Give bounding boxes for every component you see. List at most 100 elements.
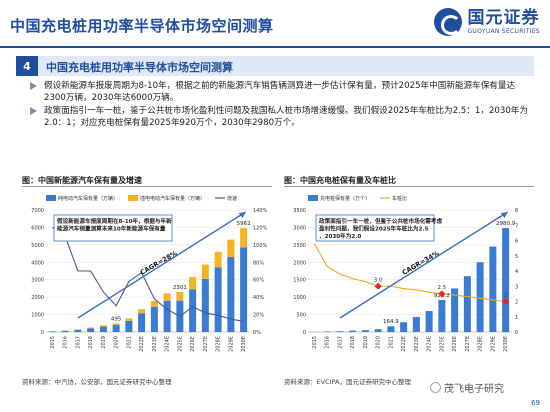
annotation-box bbox=[315, 214, 435, 242]
bar-bev bbox=[150, 306, 158, 332]
right-figure-caption: 图：中国充电桩保有量及车桩比 bbox=[284, 176, 396, 185]
bar-phev bbox=[87, 327, 95, 329]
bar-charging-pile bbox=[412, 317, 420, 332]
y2-tick-label: 8 bbox=[515, 208, 518, 214]
bar-phev bbox=[227, 239, 235, 258]
bar-bev bbox=[112, 325, 120, 332]
y-tick-label: 6000 bbox=[31, 225, 44, 231]
company-logo: 国元证券 GUOYUAN SECURITIES bbox=[434, 8, 540, 36]
y-tick-label: 0 bbox=[41, 330, 44, 336]
ev-fleet-chart: 纯电动汽车保有量（万辆） 插电电动汽车保有量（万辆） 增速 0 1000 2000 3000… bbox=[31, 195, 268, 352]
x-tick-label: 2029E bbox=[490, 336, 496, 352]
x-tick-label: 2018 bbox=[350, 336, 356, 349]
cagr-label: CAGR=28% bbox=[139, 249, 179, 277]
bar-bev bbox=[227, 257, 235, 332]
legend-bar-swatch bbox=[308, 195, 318, 201]
bar-data-label: 2980.9 bbox=[496, 221, 516, 227]
y2-tick-label: 100% bbox=[253, 243, 268, 249]
x-tick-label: 2020 bbox=[114, 336, 120, 349]
section-heading: 4 中国充电桩用功率半导体市场空间测算 bbox=[16, 56, 534, 76]
y-tick-label: 1000 bbox=[31, 313, 44, 319]
annotation-text: 假设新能源车报废周期在8-10年，根据与年新能源汽车销量测算未来10年新能源车保… bbox=[57, 217, 172, 233]
x-tick-label: 2017 bbox=[75, 336, 81, 349]
y2-tick-label: 20% bbox=[253, 313, 264, 319]
bar-phev bbox=[201, 264, 209, 279]
bar-charging-pile bbox=[502, 228, 510, 332]
bar-bev bbox=[163, 300, 171, 332]
bar-bev bbox=[48, 331, 56, 332]
bullet-item: 政策面指引一车一桩，鉴于公共桩市场化盈利性问题及我国私人桩市场增速缓慢。我们假设… bbox=[30, 105, 530, 129]
bar-bev bbox=[138, 313, 146, 332]
line-series bbox=[313, 243, 506, 303]
trend-arrow bbox=[77, 211, 246, 319]
chart-legend: 充电桩保有量（万个） 车桩比 bbox=[308, 195, 407, 202]
legend-bar-swatch bbox=[128, 195, 138, 201]
right-figure-rule bbox=[284, 186, 534, 187]
section-number: 4 bbox=[16, 56, 38, 76]
watermark: 茂飞电子研究 bbox=[430, 380, 504, 395]
x-tick-label: 2024E bbox=[427, 336, 433, 352]
x-tick-label: 2023E bbox=[152, 336, 158, 352]
x-tick-label: 2015 bbox=[312, 336, 318, 349]
x-tick-label: 2026E bbox=[452, 336, 458, 352]
y2-tick-label: 60% bbox=[253, 278, 264, 284]
bar-bev bbox=[74, 329, 82, 332]
bar-phev bbox=[240, 228, 248, 248]
bar-charging-pile bbox=[323, 331, 331, 332]
legend-label: 增速 bbox=[227, 195, 237, 202]
bar-data-label: 5962 bbox=[237, 221, 251, 227]
bar-data-label: 2301 bbox=[173, 285, 187, 291]
bullet-list: 假设新能源车报废周期为8-10年，根据之前的新能源汽车销售辆测算进一步估计保有量… bbox=[30, 80, 530, 130]
bar-charging-pile bbox=[489, 246, 497, 332]
y-tick-label: 3500 bbox=[293, 208, 306, 214]
line-data-label: 2.5 bbox=[438, 285, 447, 291]
y-tick-label: 1500 bbox=[293, 278, 306, 284]
logo-name-cn: 国元证券 bbox=[467, 7, 540, 28]
left-figure-rule bbox=[22, 186, 272, 187]
x-tick-label: 2030E bbox=[241, 336, 247, 352]
slide-header: 中国充电桩用功率半导体市场空间测算 国元证券 GUOYUAN SECURITIE… bbox=[0, 0, 550, 48]
x-tick-label: 2018 bbox=[88, 336, 94, 349]
y-tick-label: 2000 bbox=[293, 260, 306, 266]
bar-charging-pile bbox=[476, 262, 484, 332]
annotation-box bbox=[53, 214, 173, 242]
bar-charging-pile bbox=[361, 330, 369, 332]
y2-tick-label: 0 bbox=[515, 330, 518, 336]
bar-bev bbox=[61, 330, 69, 332]
y2-tick-label: 7 bbox=[515, 223, 518, 229]
x-tick-label: 2015 bbox=[50, 336, 56, 349]
y-tick-label: 0 bbox=[303, 330, 306, 336]
x-tick-label: 2030E bbox=[503, 336, 509, 352]
line-marker bbox=[438, 290, 446, 298]
logo-name-en: GUOYUAN SECURITIES bbox=[467, 27, 540, 35]
bar-phev bbox=[163, 293, 171, 301]
y2-tick-label: 40% bbox=[253, 295, 264, 301]
triangle-bullet-icon bbox=[30, 107, 37, 115]
y2-tick-label: 3 bbox=[515, 284, 518, 290]
y-tick-label: 3000 bbox=[31, 278, 44, 284]
line-marker bbox=[374, 282, 382, 290]
y-tick-label: 5000 bbox=[31, 243, 44, 249]
cagr-label: CAGR=34% bbox=[401, 249, 441, 277]
x-tick-label: 2021 bbox=[126, 336, 132, 349]
y2-tick-label: 1 bbox=[515, 315, 518, 321]
bar-charging-pile bbox=[463, 276, 471, 332]
bar-phev bbox=[214, 251, 222, 268]
page-title: 中国充电桩用功率半导体市场空间测算 bbox=[10, 17, 274, 35]
y2-tick-label: 2 bbox=[515, 300, 518, 306]
x-tick-label: 2024E bbox=[165, 336, 171, 352]
line-data-label: 3.0 bbox=[374, 277, 383, 283]
y-tick-label: 7000 bbox=[31, 208, 44, 214]
bar-phev bbox=[150, 300, 158, 307]
y2-tick-label: 120% bbox=[253, 225, 268, 231]
legend-bar-swatch bbox=[46, 195, 56, 201]
x-tick-label: 2022E bbox=[139, 336, 145, 352]
page-number: 69 bbox=[531, 399, 540, 407]
left-figure-caption: 图：中国新能源汽车保有量及增速 bbox=[22, 176, 142, 185]
x-tick-label: 2025E bbox=[439, 336, 445, 352]
bar-phev bbox=[125, 318, 133, 321]
legend-label: 插电电动汽车保有量（万辆） bbox=[140, 195, 205, 202]
x-tick-label: 2017 bbox=[337, 336, 343, 349]
logo-icon bbox=[434, 8, 463, 36]
x-tick-label: 2019 bbox=[363, 336, 369, 349]
